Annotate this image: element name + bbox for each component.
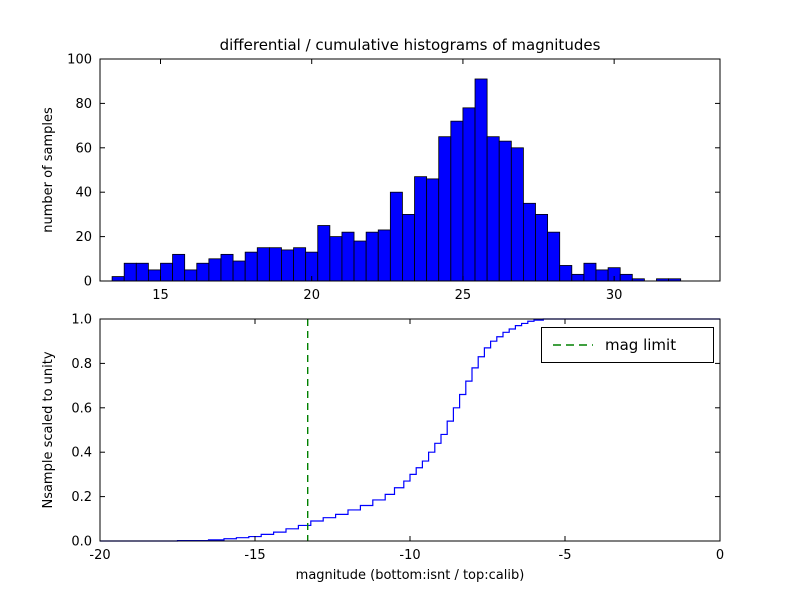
histogram-bar	[377, 229, 391, 282]
histogram-bar	[426, 178, 440, 282]
histogram-bar	[341, 231, 355, 282]
histogram-bar	[547, 231, 561, 282]
histogram-bar	[232, 260, 246, 282]
histogram-bar	[559, 265, 573, 282]
x-tick-label: -20	[89, 548, 110, 563]
histogram-bar	[317, 225, 331, 282]
histogram-bar	[486, 136, 500, 282]
histogram-bar	[135, 262, 149, 282]
x-tick-label: -15	[244, 548, 265, 563]
histogram-bar	[220, 253, 234, 282]
top-ylabel: number of samples	[41, 107, 56, 233]
y-tick-label: 0.6	[71, 401, 92, 416]
histogram-bar	[111, 276, 125, 282]
histogram-bar	[160, 262, 173, 282]
bottom-xlabel: magnitude (bottom:isnt / top:calib)	[296, 568, 525, 583]
histogram-bar	[535, 213, 549, 282]
histogram-bar	[414, 176, 428, 282]
histogram-bar	[619, 273, 633, 282]
y-tick-label: 1.0	[71, 313, 92, 328]
histogram-bar	[208, 258, 222, 282]
histogram-bar	[365, 231, 379, 282]
legend: mag limit	[541, 327, 714, 363]
histogram-bar	[498, 140, 512, 282]
histogram-bar	[510, 147, 524, 282]
legend-label: mag limit	[605, 336, 676, 354]
x-tick-label: 15	[152, 288, 169, 303]
axes-frame	[99, 58, 721, 282]
histogram-bar	[196, 262, 210, 282]
y-tick-label: 80	[75, 97, 92, 112]
y-tick-label: 40	[75, 186, 92, 201]
y-tick-label: 0.4	[71, 446, 92, 461]
cumulative-line	[100, 318, 720, 542]
bottom-ylabel: Nsample scaled to unity	[41, 351, 56, 508]
y-tick-label: 20	[75, 230, 92, 245]
histogram-bar	[450, 120, 464, 282]
y-tick-label: 0.2	[71, 490, 92, 505]
top-axes-group: 15 20 25 30 0 20 40 60 80 100	[67, 53, 721, 303]
histogram-bar	[184, 269, 198, 282]
histogram-bar	[402, 213, 415, 282]
y-tick-label: 60	[75, 141, 92, 156]
x-tick-label: -10	[399, 548, 420, 563]
y-tick-label: 0.8	[71, 357, 92, 372]
histogram-bar	[281, 249, 294, 282]
bottom-axes-group: -20 -15 -10 -5 0 0.0 0.2 0.4 0.6 0.8 1.0	[71, 313, 724, 564]
histogram-bar	[293, 247, 307, 282]
histogram-bar	[123, 262, 137, 282]
histogram-bar	[256, 247, 270, 282]
histogram-bar	[389, 191, 403, 282]
histogram-bar	[353, 240, 367, 282]
histogram-bar	[329, 236, 343, 282]
histogram-bar	[523, 202, 536, 282]
histogram-bar	[268, 247, 282, 282]
x-tick-label: 25	[455, 288, 472, 303]
y-tick-label: 0.0	[71, 535, 92, 550]
x-tick-label: 0	[716, 548, 724, 563]
histogram-bar	[244, 251, 258, 282]
histogram-bar	[462, 107, 476, 282]
histogram-bar	[147, 269, 161, 282]
y-tick-label: 0	[84, 275, 92, 290]
x-tick-label: 20	[303, 288, 320, 303]
x-tick-label: 30	[606, 288, 623, 303]
x-tick-label: -5	[559, 548, 572, 563]
histogram-bar	[595, 269, 609, 282]
histogram-bar	[438, 136, 452, 282]
histogram-bar	[172, 253, 186, 282]
histogram-bar	[583, 262, 597, 282]
figure-title: differential / cumulative histograms of …	[220, 36, 601, 54]
y-tick-label: 100	[67, 53, 92, 68]
histogram-bar	[474, 78, 488, 282]
histogram-bar	[571, 273, 585, 282]
